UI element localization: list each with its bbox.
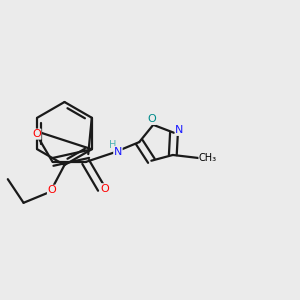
- Text: H: H: [109, 140, 116, 150]
- Text: O: O: [47, 185, 56, 195]
- Text: O: O: [32, 129, 41, 139]
- Text: CH₃: CH₃: [199, 153, 217, 163]
- Text: O: O: [147, 114, 156, 124]
- Text: N: N: [175, 125, 184, 135]
- Text: O: O: [101, 184, 110, 194]
- Text: N: N: [114, 147, 122, 157]
